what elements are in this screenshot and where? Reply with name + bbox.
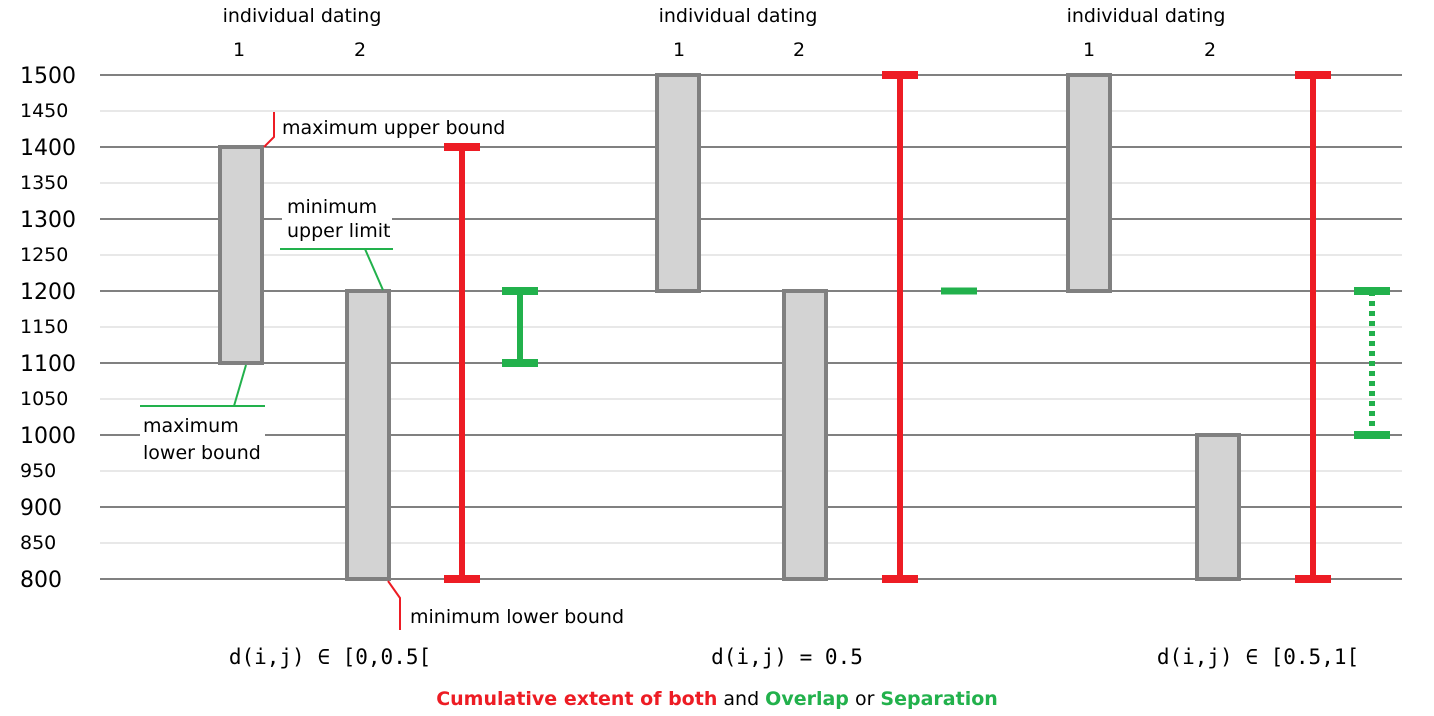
max-lower-connector [233,364,247,407]
distance-measure: d(i,j) = 0.5 [711,645,863,669]
caption-separation: Separation [880,688,998,710]
min-upper-label-bg [282,194,392,244]
gridlines [100,74,1402,580]
interval-number-label: 2 [354,39,366,61]
min-lower-label: minimum lower bound [410,606,624,628]
caption-overlap: Overlap [765,688,849,710]
interval-number-label: 1 [673,39,685,61]
y-tick-label: 850 [20,532,56,554]
min-upper-connector [364,248,384,291]
y-tick-label: 1500 [20,64,76,89]
interval-bar-2 [782,289,828,581]
y-tick-label: 1150 [20,316,68,338]
max-upper-label: maximum upper bound [282,117,505,139]
interval-number-label: 2 [793,39,805,61]
y-tick-label: 1250 [20,244,68,266]
y-tick-label: 1450 [20,100,68,122]
y-tick-label: 950 [20,460,56,482]
caption: Cumulative extent of both and Overlap or… [0,686,1434,712]
y-tick-label: 1300 [20,208,76,233]
caption-cumulative: Cumulative extent of both [436,688,718,710]
y-tick-label: 1350 [20,172,68,194]
interval-bar-1 [218,145,264,365]
panel-1: individual dating 1 2 d(i,j) ∈ [0,0.5[ [218,5,538,669]
panel-header: individual dating [659,5,818,27]
interval-bar-2 [345,289,391,581]
panel-header: individual dating [1067,5,1226,27]
max-lower-label-bg [140,412,265,464]
y-tick-label: 1050 [20,388,68,410]
max-lower-label-line1: maximum [143,415,239,437]
interval-bar-1 [655,73,701,293]
panel-header: individual dating [223,5,382,27]
y-tick-label: 800 [20,568,62,593]
interval-bar-2 [1195,433,1241,581]
interval-number-label: 1 [233,39,245,61]
y-tick-label: 1100 [20,352,76,377]
max-upper-leader [263,112,275,148]
distance-measure: d(i,j) ∈ [0.5,1[ [1157,645,1359,669]
caption-and: and [717,688,766,710]
min-upper-label-line2: upper limit [287,220,391,242]
y-tick-label: 1000 [20,424,76,449]
min-lower-leader [387,580,401,630]
y-tick-label: 1400 [20,136,76,161]
annotations: maximum upper bound minimum upper limit … [140,112,624,630]
min-upper-label-line1: minimum [287,196,377,218]
interval-number-label: 1 [1083,39,1095,61]
interval-number-label: 2 [1204,39,1216,61]
y-tick-label: 1200 [20,280,76,305]
interval-bar-1 [1066,73,1112,293]
panel-2: individual dating 1 2 d(i,j) = 0.5 [655,5,977,669]
max-lower-label-line2: lower bound [143,442,261,464]
y-axis-ticks: 1500 1450 1400 1350 1300 1250 1200 1150 1100 1050… [20,64,76,593]
caption-or: or [848,688,881,710]
panel-3: individual dating 1 2 d(i,j) ∈ [0.5,1[ [1066,5,1390,669]
distance-measure: d(i,j) ∈ [0,0.5[ [229,645,431,669]
y-tick-label: 900 [20,496,62,521]
